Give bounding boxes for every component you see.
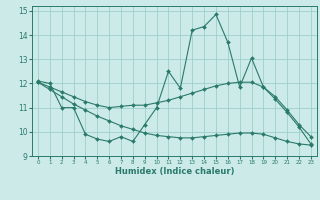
X-axis label: Humidex (Indice chaleur): Humidex (Indice chaleur) bbox=[115, 167, 234, 176]
